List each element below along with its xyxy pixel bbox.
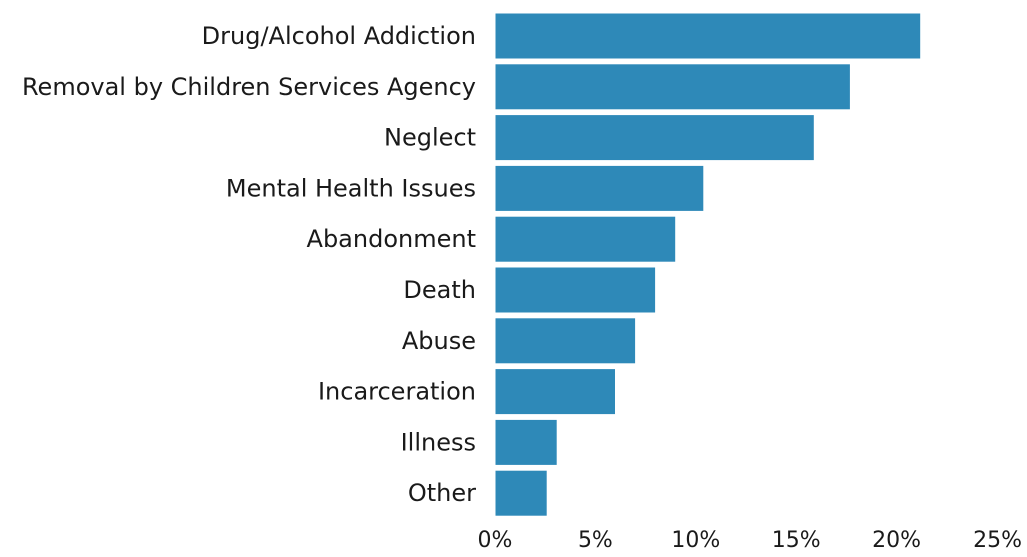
bar-abuse	[494, 317, 637, 365]
x-tick-label-0: 0%	[478, 528, 513, 553]
bar-death	[494, 266, 657, 314]
category-label-incarceration: Incarceration	[318, 378, 476, 406]
bars-group	[494, 12, 922, 517]
bar-illness	[494, 418, 558, 466]
bar-incarceration	[494, 368, 616, 416]
bar-neglect	[494, 114, 815, 162]
category-label-abandonment: Abandonment	[307, 225, 476, 253]
x-tick-label-15: 15%	[772, 528, 821, 553]
category-label-death: Death	[403, 276, 476, 304]
x-tick-label-25: 25%	[973, 528, 1022, 553]
x-tick-label-10: 10%	[671, 528, 720, 553]
x-tick-label-20: 20%	[872, 528, 921, 553]
category-label-removal-by-children-services-agency: Removal by Children Services Agency	[22, 73, 476, 101]
category-label-illness: Illness	[401, 428, 476, 456]
category-label-neglect: Neglect	[384, 124, 476, 152]
category-label-abuse: Abuse	[402, 327, 476, 355]
bar-abandonment	[494, 215, 677, 263]
x-tick-label-5: 5%	[578, 528, 613, 553]
category-label-mental-health-issues: Mental Health Issues	[226, 174, 476, 202]
bar-removal-by-children-services-agency	[494, 63, 851, 111]
category-labels-group: Drug/Alcohol Addiction Removal by Childre…	[22, 22, 476, 507]
category-label-drug-alcohol-addiction: Drug/Alcohol Addiction	[202, 22, 476, 50]
bar-other	[494, 469, 548, 517]
bar-mental-health-issues	[494, 164, 705, 212]
x-tick-labels-group: 0% 5% 10% 15% 20% 25%	[478, 528, 1022, 553]
bar-drug-alcohol-addiction	[494, 12, 922, 60]
category-label-other: Other	[408, 479, 476, 507]
